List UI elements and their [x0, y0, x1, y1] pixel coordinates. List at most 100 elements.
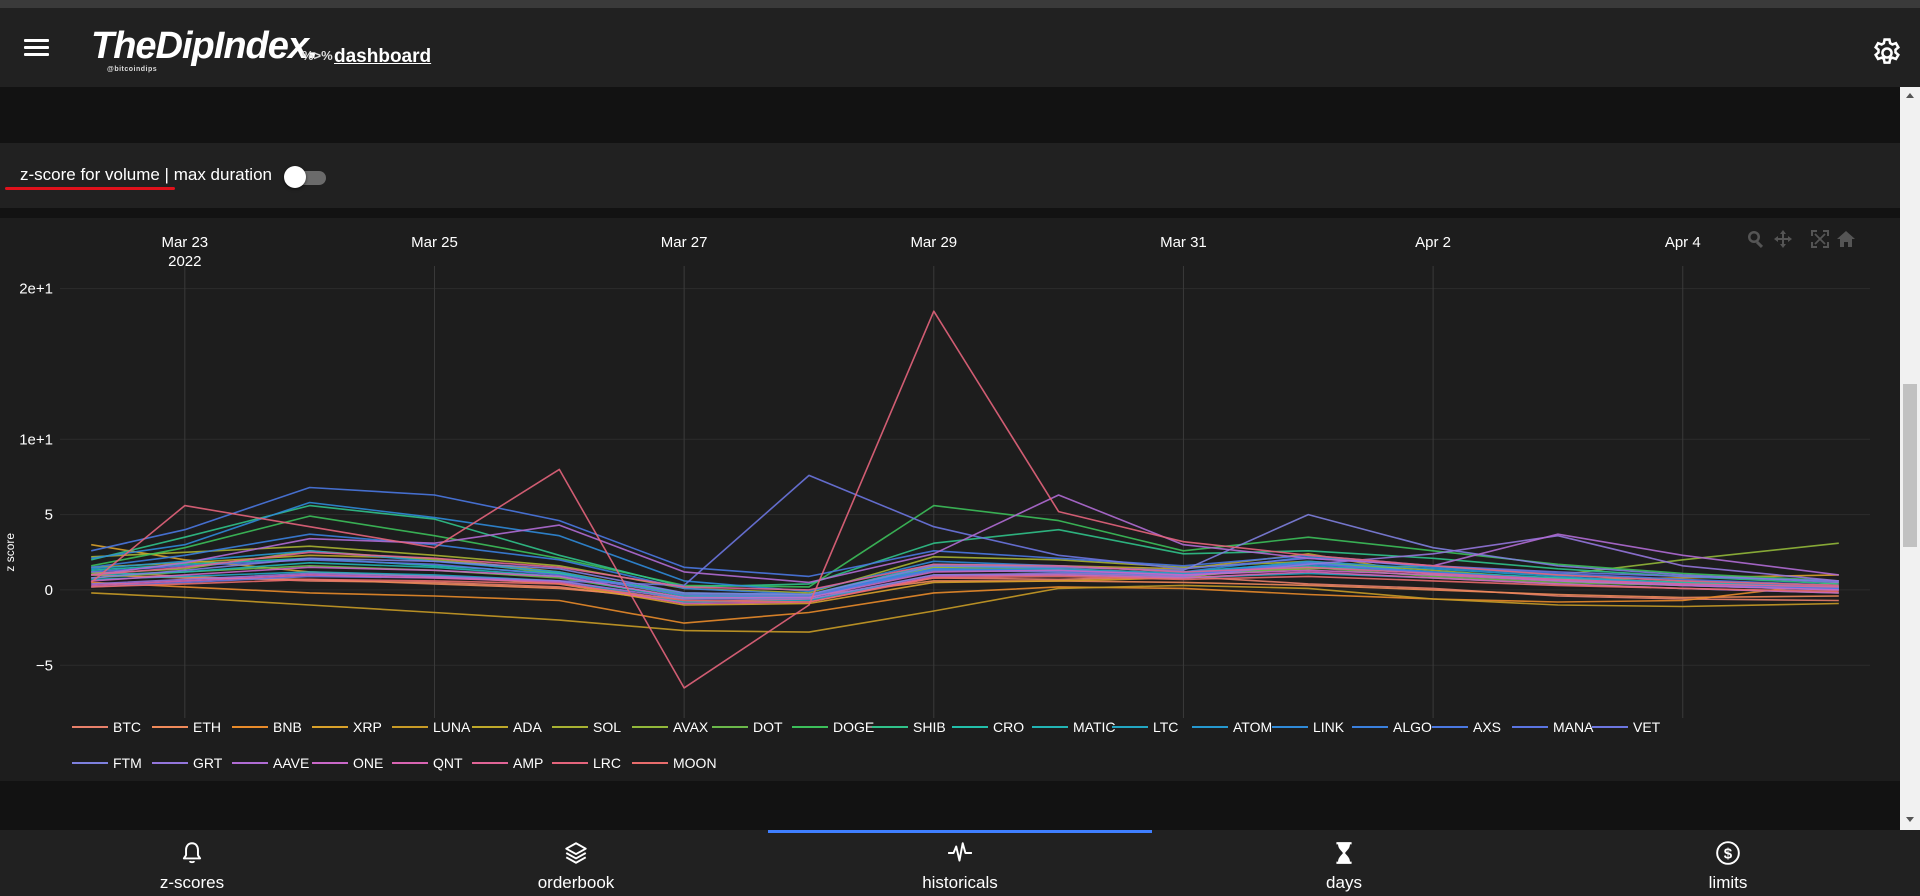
legend-label: ONE — [353, 755, 383, 771]
legend-item-matic[interactable]: MATIC — [1032, 719, 1116, 735]
legend-item-doge[interactable]: DOGE — [792, 719, 874, 735]
nav-label: z-scores — [159, 873, 225, 892]
gear-icon — [1874, 38, 1900, 64]
y-tick-label: 5 — [45, 507, 53, 524]
logo-tag: %>% — [302, 48, 333, 63]
nav-label: historicals — [922, 873, 998, 892]
historicals-chart: 2e+1 1e+1 5 0 −5 Mar 23 2022 Mar 25 Mar 27 Mar 2… — [0, 218, 1900, 781]
x-tick-label: Mar 23 — [161, 234, 208, 251]
legend-item-link[interactable]: LINK — [1272, 719, 1345, 735]
legend-label: SOL — [593, 719, 621, 735]
nav-label: orderbook — [537, 873, 615, 892]
legend-label: ETH — [193, 719, 221, 735]
legend-item-axs[interactable]: AXS — [1432, 719, 1501, 735]
y-tick-label: 2e+1 — [19, 281, 53, 298]
legend-label: DOGE — [833, 719, 874, 735]
series-line-qnt — [91, 571, 1839, 605]
legend-item-mana[interactable]: MANA — [1512, 719, 1594, 735]
series-line-moon — [91, 575, 1839, 603]
settings-button[interactable] — [1870, 36, 1904, 70]
layers-icon — [565, 842, 587, 864]
legend-label: MANA — [1553, 719, 1594, 735]
legend-item-luna[interactable]: LUNA — [392, 719, 471, 735]
legend-label: LINK — [1313, 719, 1345, 735]
menu-button[interactable] — [22, 34, 52, 60]
legend-label: VET — [1633, 719, 1661, 735]
legend-item-ftm[interactable]: FTM — [72, 755, 142, 771]
series-line-lrc — [90, 310, 1839, 689]
nav-historicals[interactable]: historicals — [768, 830, 1152, 896]
nav-orderbook[interactable]: orderbook — [384, 830, 768, 896]
legend-item-qnt[interactable]: QNT — [392, 755, 463, 771]
legend-label: DOT — [753, 719, 783, 735]
legend-label: BNB — [273, 719, 302, 735]
legend-label: ADA — [513, 719, 542, 735]
legend-item-amp[interactable]: AMP — [472, 755, 543, 771]
dashboard-link[interactable]: dashboard — [334, 46, 432, 67]
legend-item-grt[interactable]: GRT — [152, 755, 223, 771]
x-tick-year-label: 2022 — [168, 253, 201, 270]
dollar-icon: $ — [1716, 841, 1740, 865]
legend-label: MATIC — [1073, 719, 1116, 735]
legend-item-sol[interactable]: SOL — [552, 719, 621, 735]
series-line-bnb — [91, 581, 1839, 624]
legend-label: BTC — [113, 719, 141, 735]
scroll-up-arrow-icon[interactable] — [1906, 93, 1914, 98]
legend-item-cro[interactable]: CRO — [952, 719, 1024, 735]
active-tab-indicator — [768, 830, 1152, 833]
series-line-amp — [91, 551, 1839, 591]
scroll-thumb[interactable] — [1903, 384, 1917, 547]
max-duration-toggle[interactable] — [284, 166, 330, 188]
series-line-aave — [91, 494, 1839, 584]
legend-item-bnb[interactable]: BNB — [232, 719, 302, 735]
y-axis-ticks: 2e+1 1e+1 5 0 −5 — [19, 281, 53, 675]
legend-label: SHIB — [913, 719, 946, 735]
x-tick-label: Mar 31 — [1160, 234, 1207, 251]
brand-logo[interactable]: TheDipIndex. @bitcoindips — [91, 26, 319, 82]
legend-item-avax[interactable]: AVAX — [632, 719, 709, 735]
legend-item-vet[interactable]: VET — [1592, 719, 1661, 735]
legend-label: AXS — [1473, 719, 1501, 735]
pan-icon[interactable] — [1772, 228, 1794, 250]
scroll-down-arrow-icon[interactable] — [1906, 817, 1914, 822]
nav-limits[interactable]: $ limits — [1536, 830, 1920, 896]
grid-lines — [60, 266, 1870, 718]
nav-z-scores[interactable]: z-scores — [0, 830, 384, 896]
legend-item-moon[interactable]: MOON — [632, 755, 717, 771]
series-lines — [90, 310, 1839, 689]
legend-item-lrc[interactable]: LRC — [552, 755, 621, 771]
legend-item-xrp[interactable]: XRP — [312, 719, 382, 735]
series-line-eth — [91, 574, 1839, 600]
menu-icon-bar — [24, 46, 49, 49]
window-top-edge — [0, 0, 1920, 8]
page-scrollbar[interactable] — [1900, 87, 1920, 830]
autoscale-icon[interactable] — [1809, 228, 1831, 250]
legend-label: LTC — [1153, 719, 1178, 735]
legend-item-ada[interactable]: ADA — [472, 719, 542, 735]
series-line-one — [91, 566, 1839, 599]
hourglass-icon — [1336, 842, 1352, 864]
legend-label: MOON — [673, 755, 717, 771]
zoom-icon[interactable] — [1745, 228, 1767, 250]
legend-item-algo[interactable]: ALGO — [1352, 719, 1432, 735]
logo-subtitle: @bitcoindips — [107, 66, 158, 73]
series-line-shib — [91, 504, 1839, 588]
legend-item-eth[interactable]: ETH — [152, 719, 221, 735]
nav-days[interactable]: days — [1152, 830, 1536, 896]
bottom-navigation: z-scores orderbook historicals days $ li… — [0, 830, 1920, 896]
legend-item-dot[interactable]: DOT — [712, 719, 783, 735]
legend-item-atom[interactable]: ATOM — [1192, 719, 1272, 735]
legend-item-btc[interactable]: BTC — [72, 719, 141, 735]
nav-label: days — [1326, 873, 1362, 892]
legend-item-ltc[interactable]: LTC — [1112, 719, 1178, 735]
legend-item-aave[interactable]: AAVE — [232, 755, 309, 771]
bell-icon — [182, 842, 202, 864]
legend-label: XRP — [353, 719, 382, 735]
y-tick-label: −5 — [36, 657, 53, 674]
legend-item-one[interactable]: ONE — [312, 755, 383, 771]
label-separator: | — [159, 165, 174, 184]
legend-item-shib[interactable]: SHIB — [872, 719, 946, 735]
home-icon[interactable] — [1835, 228, 1857, 250]
pulse-icon — [948, 842, 972, 862]
